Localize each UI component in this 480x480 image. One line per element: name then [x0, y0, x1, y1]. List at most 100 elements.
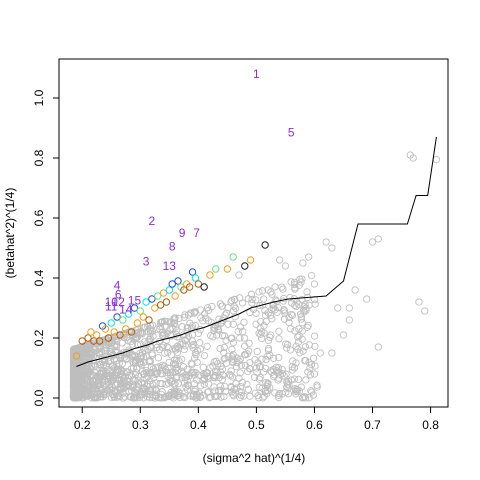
grey-point	[206, 364, 214, 372]
grey-point	[311, 342, 319, 351]
grey-point	[210, 358, 219, 366]
grey-point	[216, 386, 224, 394]
grey-point	[221, 387, 230, 395]
grey-point	[228, 345, 236, 354]
grey-point	[181, 342, 189, 350]
grey-point	[97, 387, 106, 395]
grey-point	[300, 392, 309, 401]
highlighted-point	[206, 271, 214, 279]
grey-point	[278, 283, 286, 291]
grey-point	[139, 358, 148, 367]
grey-outlier-point	[264, 286, 272, 294]
grey-point	[146, 357, 154, 366]
grey-point	[292, 302, 300, 311]
grey-point	[291, 387, 300, 395]
grey-point	[290, 278, 299, 286]
grey-point	[151, 394, 159, 402]
grey-point	[128, 340, 137, 348]
grey-point	[203, 342, 211, 350]
grey-point	[148, 327, 157, 335]
grey-point	[237, 391, 245, 400]
grey-point	[130, 382, 138, 390]
grey-point	[230, 385, 239, 393]
grey-point	[70, 374, 79, 382]
grey-point	[302, 306, 310, 315]
grey-point	[165, 392, 173, 400]
grey-point	[211, 321, 220, 330]
grey-point	[264, 309, 272, 317]
point-label: 4	[114, 279, 121, 293]
highlighted-points	[72, 241, 269, 360]
grey-point	[193, 390, 201, 398]
grey-point	[186, 392, 195, 400]
point-label: 15	[128, 294, 142, 308]
grey-point	[260, 295, 268, 303]
grey-point	[161, 349, 169, 357]
grey-point	[275, 353, 283, 362]
grey-point	[184, 324, 192, 332]
grey-point	[107, 352, 116, 360]
grey-point	[263, 382, 271, 390]
x-tick-label: 0.2	[74, 418, 91, 432]
grey-point	[132, 368, 140, 377]
grey-outlier-point	[421, 307, 429, 315]
highlighted-point	[154, 292, 162, 300]
highlighted-point	[246, 256, 255, 264]
grey-point	[130, 394, 138, 402]
highlighted-point	[130, 304, 139, 312]
grey-outlier-point	[328, 349, 336, 357]
grey-point	[252, 320, 260, 328]
grey-point	[145, 335, 153, 344]
grey-point	[307, 271, 316, 280]
grey-outlier-point	[334, 304, 342, 312]
grey-point	[248, 295, 256, 304]
point-label: 8	[169, 240, 176, 254]
grey-point	[288, 363, 296, 371]
grey-outlier-point	[363, 295, 371, 303]
grey-point	[299, 393, 307, 402]
point-label: 5	[288, 126, 295, 140]
grey-point	[221, 332, 229, 340]
grey-point	[301, 357, 309, 365]
grey-point	[258, 287, 267, 295]
grey-point	[285, 313, 293, 322]
grey-point	[294, 338, 303, 346]
grey-point	[238, 299, 247, 307]
grey-point	[220, 392, 228, 401]
grey-point	[243, 380, 251, 389]
grey-point	[165, 358, 173, 367]
highlighted-point	[185, 283, 194, 291]
grey-point	[234, 327, 242, 336]
grey-point	[294, 333, 302, 341]
grey-point	[160, 317, 169, 325]
grey-point	[307, 361, 316, 369]
grey-point	[282, 340, 290, 348]
grey-point	[69, 364, 78, 372]
grey-point	[124, 382, 132, 390]
grey-point	[300, 303, 308, 311]
grey-point	[298, 275, 306, 283]
grey-point	[107, 334, 115, 342]
grey-point	[84, 369, 93, 377]
grey-point	[290, 375, 299, 383]
threshold-line-group	[76, 136, 437, 367]
grey-point	[92, 366, 100, 374]
highlighted-point	[116, 331, 124, 339]
highlighted-point	[148, 295, 156, 303]
highlighted-point	[95, 337, 104, 345]
grey-point	[96, 385, 104, 393]
grey-point	[244, 347, 253, 355]
grey-point	[122, 355, 130, 364]
y-axis-title: (betahat^2)^(1/4)	[3, 188, 17, 279]
grey-point	[282, 370, 290, 378]
grey-point	[71, 345, 80, 353]
grey-point	[180, 345, 188, 354]
grey-point	[311, 362, 319, 370]
grey-point	[188, 337, 196, 345]
grey-point	[246, 358, 254, 367]
grey-point	[274, 303, 282, 312]
grey-point	[211, 392, 219, 401]
grey-point	[111, 389, 120, 397]
highlighted-point	[142, 298, 150, 306]
grey-point	[175, 357, 183, 365]
